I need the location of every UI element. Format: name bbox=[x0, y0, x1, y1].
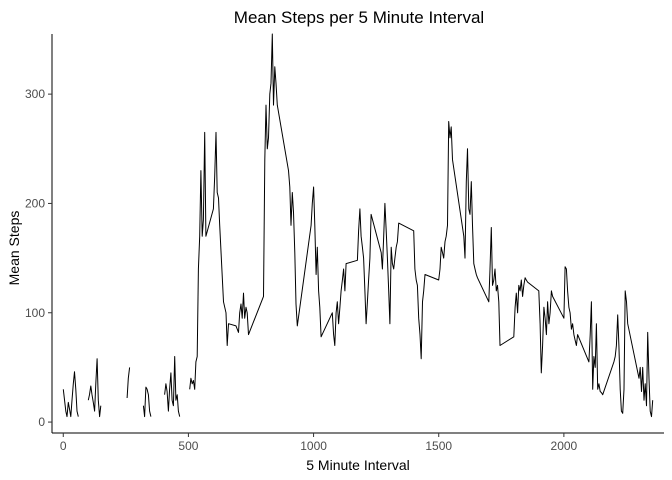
series-line-segment bbox=[87, 358, 102, 418]
series-layer bbox=[62, 33, 654, 418]
x-axis: 0 500 1000 1500 2000 bbox=[60, 433, 578, 453]
x-tick-label: 500 bbox=[178, 439, 198, 453]
series-line-segment bbox=[142, 386, 152, 418]
y-tick-label: 300 bbox=[25, 87, 45, 101]
x-axis-label: 5 Minute Interval bbox=[306, 457, 410, 473]
x-tick-label: 0 bbox=[60, 439, 67, 453]
y-tick-label: 100 bbox=[25, 306, 45, 320]
y-axis-label: Mean Steps bbox=[6, 211, 22, 286]
chart-title: Mean Steps per 5 Minute Interval bbox=[234, 8, 484, 27]
y-axis: 0 100 200 300 bbox=[25, 87, 52, 429]
x-tick-label: 1500 bbox=[425, 439, 452, 453]
x-tick-label: 1000 bbox=[300, 439, 327, 453]
y-tick-label: 0 bbox=[38, 415, 45, 429]
series-line-segment bbox=[62, 371, 79, 418]
series-line-segment bbox=[189, 33, 654, 418]
x-tick-label: 2000 bbox=[551, 439, 578, 453]
series-line-segment bbox=[126, 367, 131, 399]
series-line-segment bbox=[164, 356, 181, 417]
y-tick-label: 200 bbox=[25, 196, 45, 210]
